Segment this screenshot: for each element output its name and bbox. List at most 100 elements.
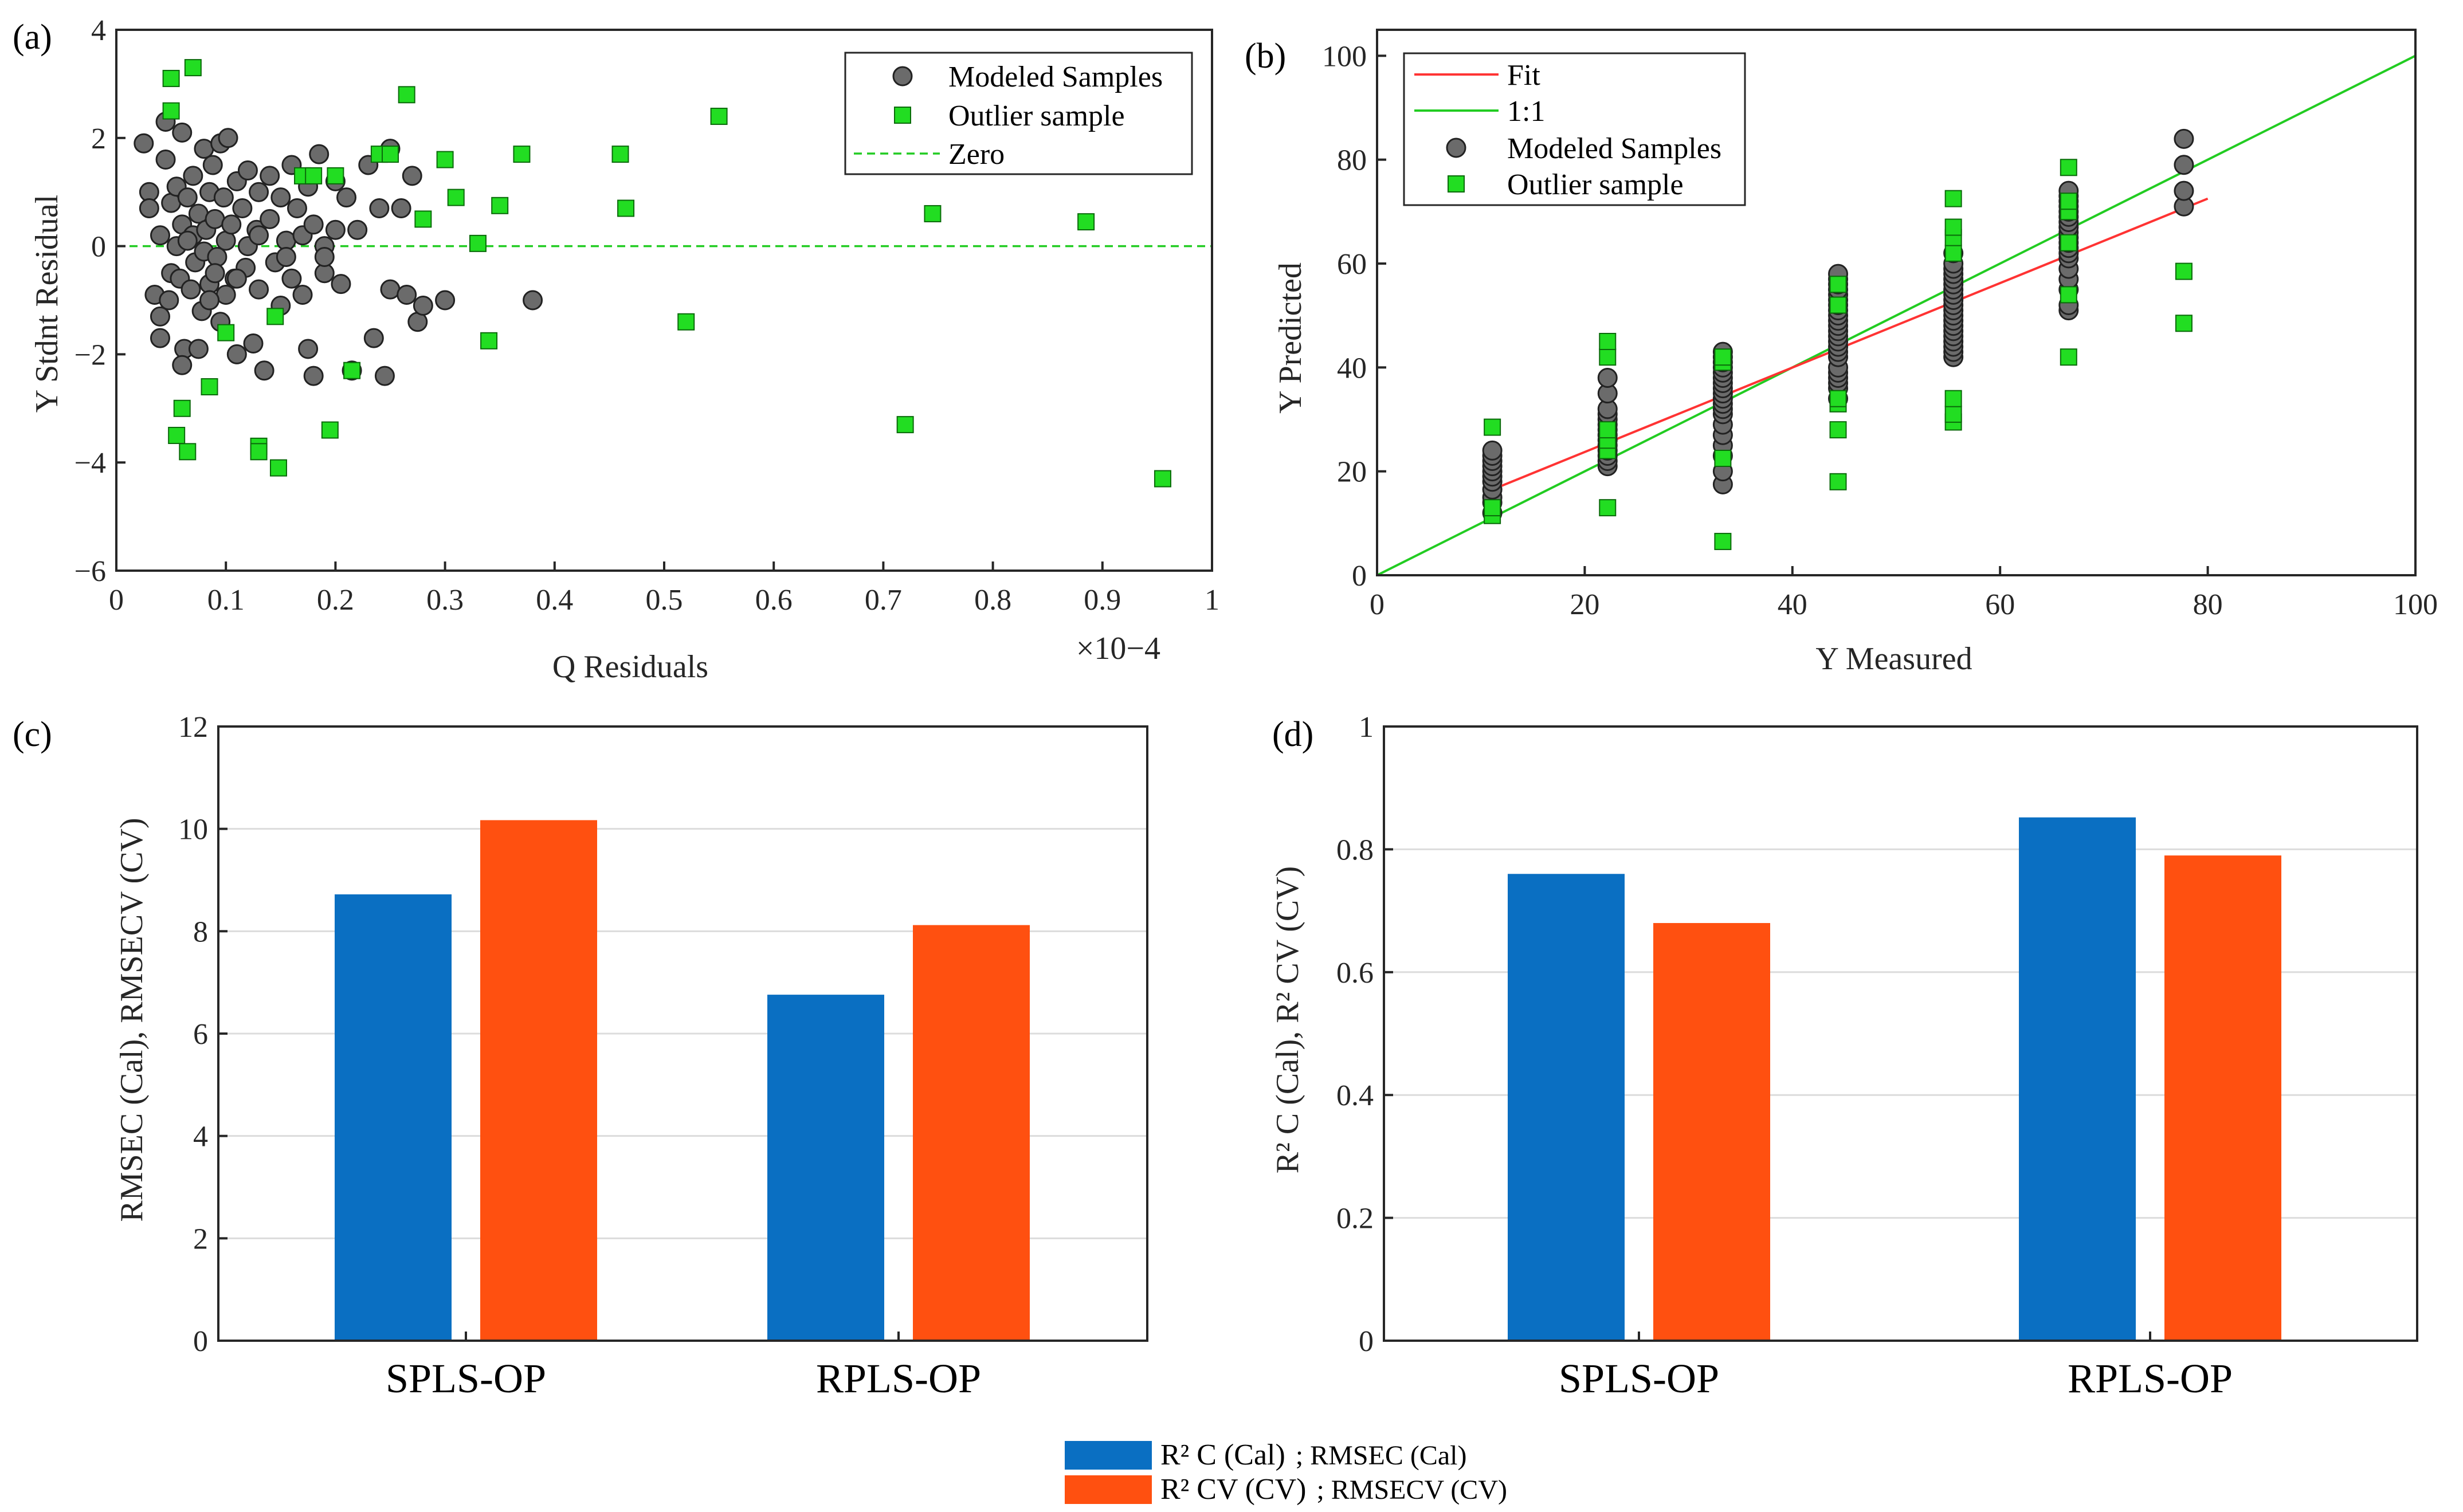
outlier-sample-point xyxy=(343,362,361,379)
legend-outlier-label: Outlier sample xyxy=(948,100,1125,132)
x-tick-label: 80 xyxy=(2193,588,2223,621)
outlier-sample-point xyxy=(1829,473,1847,490)
modeled-sample-point xyxy=(287,198,307,219)
outlier-sample-point xyxy=(896,416,914,434)
shared-legend-cal-swatch xyxy=(1065,1441,1152,1470)
outlier-sample-point xyxy=(162,102,180,120)
outlier-sample-point xyxy=(398,86,415,104)
outlier-sample-point xyxy=(513,146,531,163)
outlier-sample-point xyxy=(2060,348,2077,366)
modeled-sample-point xyxy=(374,366,395,386)
y-tick-label: 0 xyxy=(1352,560,1367,592)
legend-b-modeled-marker xyxy=(1446,138,1466,158)
modeled-sample-point xyxy=(249,279,269,300)
panel-b-ticks: 0 20 40 60 80 100 0 20 40 60 80 100 xyxy=(1322,40,2438,621)
modeled-sample-point xyxy=(159,290,179,311)
y-tick-label: 4 xyxy=(193,1121,208,1153)
x-tick-label: 0.9 xyxy=(1084,584,1121,616)
outlier-sample-point xyxy=(1599,348,1617,366)
outlier-sample-point xyxy=(617,199,635,217)
outlier-sample-point xyxy=(924,205,942,222)
x-tick-label: 100 xyxy=(2393,588,2438,621)
y-tick-label: −6 xyxy=(74,555,106,588)
outlier-sample-point xyxy=(321,421,339,439)
y-tick-label: 8 xyxy=(193,916,208,948)
category-label: RPLS-OP xyxy=(816,1356,981,1401)
x-tick-label: 0.6 xyxy=(755,584,793,616)
panel-c-ylabel: RMSEC (Cal), RMSECV (CV) xyxy=(114,818,150,1222)
modeled-sample-point xyxy=(150,225,170,246)
panel-c-label: (c) xyxy=(13,715,52,754)
y-tick-label: 0.6 xyxy=(1336,957,1374,989)
modeled-sample-point xyxy=(218,128,238,148)
outlier-sample-point xyxy=(480,332,498,349)
y-tick-label: 80 xyxy=(1337,144,1367,177)
y-tick-label: 10 xyxy=(178,814,208,846)
modeled-sample-point xyxy=(155,150,176,170)
panel-b-points xyxy=(1482,128,2194,551)
legend-modeled-label: Modeled Samples xyxy=(948,61,1163,93)
bar-cal xyxy=(767,995,884,1341)
y-tick-label: 12 xyxy=(178,711,208,744)
shared-legend-cv-main: R² CV (CV) xyxy=(1160,1473,1306,1506)
y-tick-label: 2 xyxy=(91,123,106,155)
modeled-sample-point xyxy=(309,144,330,164)
x-tick-label: 0.8 xyxy=(974,584,1011,616)
modeled-sample-point xyxy=(207,246,228,267)
bar-cv xyxy=(480,820,597,1341)
outlier-sample-point xyxy=(382,146,399,163)
x-tick-label: 0.4 xyxy=(536,584,573,616)
x-tick-label: 0.2 xyxy=(317,584,354,616)
bar-cv xyxy=(2164,855,2281,1341)
modeled-sample-point xyxy=(213,187,234,208)
panel-b-legend: Fit 1:1 Modeled Samples Outlier sample xyxy=(1403,52,1746,206)
y-tick-label: 0.2 xyxy=(1336,1203,1374,1235)
panel-a-legend: Modeled Samples Outlier sample Zero xyxy=(844,52,1193,175)
outlier-sample-point xyxy=(162,69,180,87)
panel-c-ticks: 0 2 4 6 8 10 12 SPLS-OP RPLS-OP xyxy=(178,711,981,1401)
y-tick-label: 0 xyxy=(1359,1325,1374,1358)
bar-cal xyxy=(1508,874,1625,1341)
modeled-sample-point xyxy=(134,133,154,154)
y-tick-label: −4 xyxy=(74,447,106,480)
legend-b-modeled-label: Modeled Samples xyxy=(1507,132,1721,165)
x-tick-label: 0.7 xyxy=(865,584,902,616)
modeled-sample-point xyxy=(260,166,280,186)
y-tick-label: 4 xyxy=(91,14,106,47)
outlier-sample-point xyxy=(447,188,465,206)
modeled-sample-point xyxy=(172,122,193,143)
modeled-sample-point xyxy=(2174,128,2194,149)
modeled-sample-point xyxy=(243,333,264,354)
panel-d-ylabel: R² C (Cal), R² CV (CV) xyxy=(1270,866,1305,1174)
outlier-sample-point xyxy=(1714,450,1732,467)
outlier-sample-point xyxy=(1154,470,1171,488)
outlier-sample-point xyxy=(1944,190,1962,207)
bar-cv xyxy=(1653,923,1770,1341)
outlier-sample-point xyxy=(173,399,191,417)
panel-b-xlabel: Y Measured xyxy=(1815,641,1972,677)
outlier-sample-point xyxy=(1714,533,1732,551)
outlier-sample-point xyxy=(491,197,509,214)
modeled-sample-point xyxy=(402,166,422,186)
x-tick-label: 40 xyxy=(1778,588,1807,621)
modeled-sample-point xyxy=(177,230,198,251)
modeled-sample-point xyxy=(2174,155,2194,175)
outlier-sample-point xyxy=(2060,159,2077,176)
modeled-sample-point xyxy=(177,187,198,208)
panel-a-ylabel: Y Stdnt Residual xyxy=(29,195,65,413)
x-tick-label: 0 xyxy=(109,584,124,616)
modeled-sample-point xyxy=(331,274,351,294)
modeled-sample-point xyxy=(380,279,401,300)
one-to-one-line xyxy=(1376,54,2416,576)
category-label: RPLS-OP xyxy=(2068,1356,2233,1401)
modeled-sample-point xyxy=(226,268,247,289)
modeled-sample-point xyxy=(249,182,269,202)
shared-legend-cv-label: R² CV (CV) ; RMSECV (CV) xyxy=(1160,1473,1507,1506)
modeled-sample-point xyxy=(172,355,193,375)
x-tick-label: 0.1 xyxy=(207,584,245,616)
modeled-sample-point xyxy=(2174,180,2194,201)
outlier-sample-point xyxy=(1944,218,1962,236)
y-tick-label: 6 xyxy=(193,1018,208,1051)
outlier-sample-point xyxy=(1599,421,1617,439)
panel-a: (a) 0 0.1 0.2 0.3 0.4 0.5 0.6 0.7 0.8 0.9 1−6−4−20… xyxy=(13,14,1219,685)
